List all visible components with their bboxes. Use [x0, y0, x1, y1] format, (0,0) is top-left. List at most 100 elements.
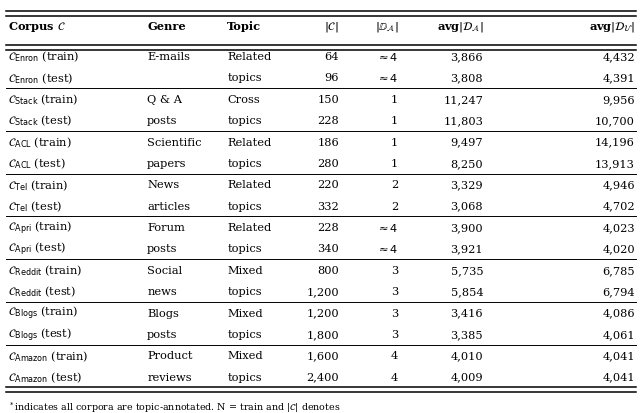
Text: 4,391: 4,391: [602, 73, 635, 83]
Text: 96: 96: [324, 73, 339, 83]
Text: $\mathcal{C}_{\mathrm{Stack}}$ (train): $\mathcal{C}_{\mathrm{Stack}}$ (train): [8, 92, 78, 107]
Text: Social: Social: [147, 265, 182, 275]
Text: news: news: [147, 287, 177, 297]
Text: 3,808: 3,808: [451, 73, 483, 83]
Text: reviews: reviews: [147, 372, 192, 382]
Text: 800: 800: [317, 265, 339, 275]
Text: 6,794: 6,794: [602, 287, 635, 297]
Text: posts: posts: [147, 329, 178, 339]
Text: E-mails: E-mails: [147, 52, 190, 62]
Text: Related: Related: [227, 180, 271, 190]
Text: avg$|\mathcal{D}_{\mathcal{U}}|$: avg$|\mathcal{D}_{\mathcal{U}}|$: [589, 20, 635, 34]
Text: 1,200: 1,200: [307, 308, 339, 318]
Text: $\mathcal{C}_{\mathrm{Apri}}$ (test): $\mathcal{C}_{\mathrm{Apri}}$ (test): [8, 240, 66, 257]
Text: 4,023: 4,023: [602, 223, 635, 233]
Text: $\mathcal{C}_{\mathrm{Blogs}}$ (train): $\mathcal{C}_{\mathrm{Blogs}}$ (train): [8, 304, 77, 321]
Text: 3: 3: [391, 308, 398, 318]
Text: 9,497: 9,497: [451, 137, 483, 147]
Text: $\mathcal{C}_{\mathrm{Amazon}}$ (test): $\mathcal{C}_{\mathrm{Amazon}}$ (test): [8, 370, 82, 384]
Text: 1,200: 1,200: [307, 287, 339, 297]
Text: Cross: Cross: [227, 95, 260, 104]
Text: topics: topics: [227, 73, 262, 83]
Text: papers: papers: [147, 159, 187, 169]
Text: 8,250: 8,250: [451, 159, 483, 169]
Text: 1: 1: [391, 159, 398, 169]
Text: 4,020: 4,020: [602, 244, 635, 254]
Text: 3,329: 3,329: [451, 180, 483, 190]
Text: 3,866: 3,866: [451, 52, 483, 62]
Text: $\mathcal{C}_{\mathrm{Apri}}$ (train): $\mathcal{C}_{\mathrm{Apri}}$ (train): [8, 219, 72, 236]
Text: News: News: [147, 180, 179, 190]
Text: Scientific: Scientific: [147, 137, 202, 147]
Text: Related: Related: [227, 137, 271, 147]
Text: 4: 4: [391, 372, 398, 382]
Text: 5,854: 5,854: [451, 287, 483, 297]
Text: 6,785: 6,785: [602, 265, 635, 275]
Text: 4,061: 4,061: [602, 329, 635, 339]
Text: Mixed: Mixed: [227, 308, 263, 318]
Text: Topic: Topic: [227, 21, 261, 32]
Text: topics: topics: [227, 159, 262, 169]
Text: topics: topics: [227, 116, 262, 126]
Text: 4,432: 4,432: [602, 52, 635, 62]
Text: 228: 228: [317, 223, 339, 233]
Text: Related: Related: [227, 223, 271, 233]
Text: articles: articles: [147, 201, 190, 211]
Text: 4,702: 4,702: [602, 201, 635, 211]
Text: Genre: Genre: [147, 21, 186, 32]
Text: 220: 220: [317, 180, 339, 190]
Text: 11,247: 11,247: [444, 95, 483, 104]
Text: 186: 186: [317, 137, 339, 147]
Text: 280: 280: [317, 159, 339, 169]
Text: $|\mathbb{D}_{\mathcal{A}}|$: $|\mathbb{D}_{\mathcal{A}}|$: [374, 20, 398, 34]
Text: Product: Product: [147, 350, 193, 361]
Text: $\mathcal{C}_{\mathrm{Reddit}}$ (train): $\mathcal{C}_{\mathrm{Reddit}}$ (train): [8, 263, 82, 278]
Text: 340: 340: [317, 244, 339, 254]
Text: $\approx 4$: $\approx 4$: [376, 72, 398, 84]
Text: $\mathcal{C}_{\mathrm{ACL}}$ (train): $\mathcal{C}_{\mathrm{ACL}}$ (train): [8, 135, 72, 150]
Text: 2: 2: [391, 180, 398, 190]
Text: $\mathcal{C}_{\mathrm{Stack}}$ (test): $\mathcal{C}_{\mathrm{Stack}}$ (test): [8, 114, 72, 128]
Text: $\mathcal{C}_{\mathrm{Blogs}}$ (test): $\mathcal{C}_{\mathrm{Blogs}}$ (test): [8, 325, 72, 343]
Text: 1: 1: [391, 95, 398, 104]
Text: 3: 3: [391, 287, 398, 297]
Text: 4,946: 4,946: [602, 180, 635, 190]
Text: 332: 332: [317, 201, 339, 211]
Text: Mixed: Mixed: [227, 350, 263, 361]
Text: $\approx 4$: $\approx 4$: [376, 221, 398, 233]
Text: $\mathcal{C}_{\mathrm{Tel}}$ (test): $\mathcal{C}_{\mathrm{Tel}}$ (test): [8, 199, 62, 214]
Text: 3,900: 3,900: [451, 223, 483, 233]
Text: Q & A: Q & A: [147, 95, 182, 104]
Text: 14,196: 14,196: [595, 137, 635, 147]
Text: Blogs: Blogs: [147, 308, 179, 318]
Text: 3: 3: [391, 329, 398, 339]
Text: 1,800: 1,800: [307, 329, 339, 339]
Text: $\mathcal{C}_{\mathrm{Tel}}$ (train): $\mathcal{C}_{\mathrm{Tel}}$ (train): [8, 178, 68, 192]
Text: 1,600: 1,600: [307, 350, 339, 361]
Text: 228: 228: [317, 116, 339, 126]
Text: 11,803: 11,803: [444, 116, 483, 126]
Text: posts: posts: [147, 244, 178, 254]
Text: 3,385: 3,385: [451, 329, 483, 339]
Text: 4,009: 4,009: [451, 372, 483, 382]
Text: Mixed: Mixed: [227, 265, 263, 275]
Text: 4,010: 4,010: [451, 350, 483, 361]
Text: 150: 150: [317, 95, 339, 104]
Text: topics: topics: [227, 201, 262, 211]
Text: 1: 1: [391, 137, 398, 147]
Text: 4,041: 4,041: [602, 350, 635, 361]
Text: 64: 64: [324, 52, 339, 62]
Text: topics: topics: [227, 372, 262, 382]
Text: 3,416: 3,416: [451, 308, 483, 318]
Text: 9,956: 9,956: [602, 95, 635, 104]
Text: Related: Related: [227, 52, 271, 62]
Text: 3: 3: [391, 265, 398, 275]
Text: 4,086: 4,086: [602, 308, 635, 318]
Text: topics: topics: [227, 244, 262, 254]
Text: 13,913: 13,913: [595, 159, 635, 169]
Text: 3,921: 3,921: [451, 244, 483, 254]
Text: 1: 1: [391, 116, 398, 126]
Text: $\approx 4$: $\approx 4$: [376, 243, 398, 255]
Text: $^*$indicates all corpora are topic-annotated. N = train and $|\mathcal{C}|$ den: $^*$indicates all corpora are topic-anno…: [8, 399, 340, 413]
Text: $\approx 4$: $\approx 4$: [376, 51, 398, 63]
